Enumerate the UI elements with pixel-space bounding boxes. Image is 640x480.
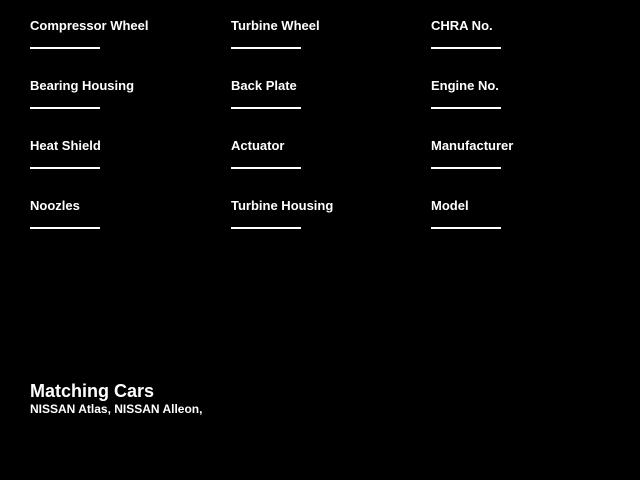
fields-column-1: Compressor Wheel Bearing Housing Heat Sh…: [30, 18, 231, 258]
field-manufacturer: Manufacturer: [431, 138, 611, 198]
field-value-line: [431, 227, 501, 229]
field-label: Noozles: [30, 198, 80, 213]
fields-column-3: CHRA No. Engine No. Manufacturer Model: [431, 18, 611, 258]
field-value-line: [431, 107, 501, 109]
field-model: Model: [431, 198, 611, 258]
field-value-line: [231, 47, 301, 49]
field-value-line: [30, 167, 100, 169]
matching-cars-list: NISSAN Atlas, NISSAN Alleon,: [30, 402, 203, 416]
field-label: Turbine Wheel: [231, 18, 320, 33]
field-engine-no: Engine No.: [431, 78, 611, 138]
field-label: CHRA No.: [431, 18, 493, 33]
field-label: Engine No.: [431, 78, 499, 93]
field-label: Model: [431, 198, 469, 213]
field-turbine-wheel: Turbine Wheel: [231, 18, 431, 78]
field-label: Heat Shield: [30, 138, 101, 153]
field-label: Back Plate: [231, 78, 297, 93]
field-label: Actuator: [231, 138, 285, 153]
field-label: Turbine Housing: [231, 198, 334, 213]
field-heat-shield: Heat Shield: [30, 138, 231, 198]
field-value-line: [231, 107, 301, 109]
fields-column-2: Turbine Wheel Back Plate Actuator Turbin…: [231, 18, 431, 258]
field-value-line: [30, 227, 100, 229]
field-value-line: [30, 47, 100, 49]
field-chra-no: CHRA No.: [431, 18, 611, 78]
field-noozles: Noozles: [30, 198, 231, 258]
matching-cars-heading: Matching Cars: [30, 381, 155, 401]
field-value-line: [231, 167, 301, 169]
field-label: Bearing Housing: [30, 78, 135, 93]
field-label: Compressor Wheel: [30, 18, 149, 33]
field-turbine-housing: Turbine Housing: [231, 198, 431, 258]
field-actuator: Actuator: [231, 138, 431, 198]
field-value-line: [231, 227, 301, 229]
field-value-line: [431, 167, 501, 169]
parts-fields-grid: Compressor Wheel Bearing Housing Heat Sh…: [30, 18, 611, 258]
field-bearing-housing: Bearing Housing: [30, 78, 231, 138]
field-label: Manufacturer: [431, 138, 514, 153]
matching-cars-section: Matching Cars NISSAN Atlas, NISSAN Alleo…: [30, 381, 202, 416]
field-value-line: [431, 47, 501, 49]
field-compressor-wheel: Compressor Wheel: [30, 18, 231, 78]
field-value-line: [30, 107, 100, 109]
field-back-plate: Back Plate: [231, 78, 431, 138]
